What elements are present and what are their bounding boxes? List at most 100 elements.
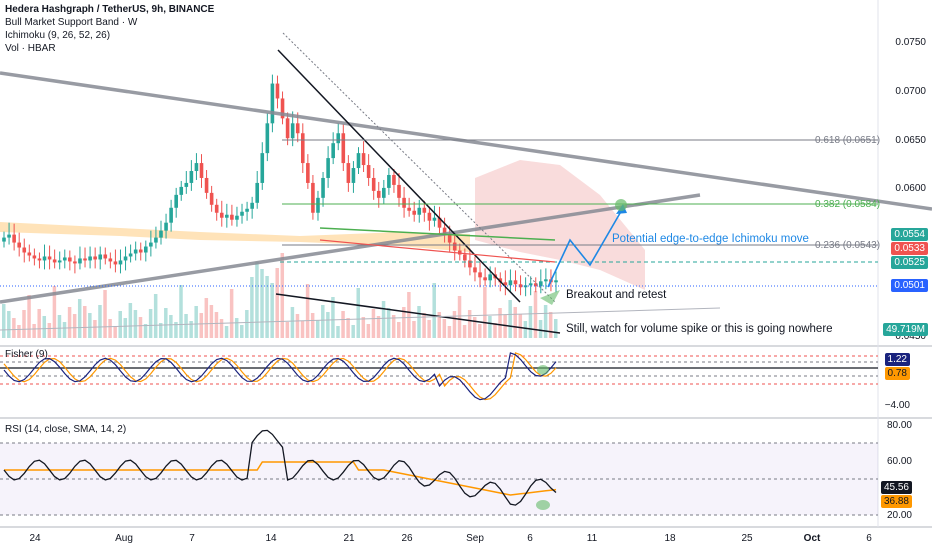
candle-body	[189, 171, 194, 183]
candle-body	[321, 177, 325, 198]
volume-bar	[442, 319, 447, 338]
x-tick: 11	[586, 533, 598, 544]
volume-bar	[179, 285, 183, 338]
candle-body	[346, 163, 351, 183]
candle-body	[392, 174, 396, 185]
candle-body	[108, 258, 113, 262]
volume-bar	[174, 322, 178, 338]
volume-bar	[402, 307, 406, 338]
price-tick: 0.0450	[895, 331, 926, 342]
fisher-cross-marker	[537, 365, 549, 375]
retest-marker	[540, 290, 560, 305]
candle-body	[336, 133, 341, 144]
candle-body	[280, 98, 285, 119]
volume-bar	[315, 320, 320, 338]
volume-bar	[300, 321, 305, 338]
note-ichimoku: Potential edge-to-edge Ichimoku move	[612, 233, 809, 245]
volume-bar	[234, 318, 239, 338]
legend-indicator-ichimoku[interactable]: Ichimoku (9, 26, 52, 26)	[5, 30, 111, 41]
volume-bar	[204, 298, 209, 338]
candle-body	[473, 267, 477, 273]
volume-bar	[240, 325, 244, 338]
candle-body	[57, 260, 62, 263]
x-tick: 25	[741, 533, 753, 544]
volume-bar	[265, 276, 269, 338]
volume-bar	[326, 312, 330, 338]
volume-bar	[407, 292, 411, 338]
candle-body	[397, 184, 401, 198]
volume-bar	[346, 318, 350, 338]
candle-body	[483, 277, 487, 281]
candle-body	[88, 256, 92, 261]
fisher-value-badge: 1.22	[884, 353, 910, 366]
volume-bar	[7, 311, 11, 338]
candle-body	[554, 280, 558, 283]
candle-body	[123, 256, 128, 261]
candle-body	[219, 212, 224, 218]
volume-bar	[229, 289, 234, 338]
volume-bar	[103, 290, 107, 338]
rsi-line	[3, 429, 557, 506]
candle-body	[209, 192, 214, 205]
volume-bar	[381, 301, 386, 338]
fisher-pane-label[interactable]: Fisher (9)	[5, 349, 48, 360]
rsi-tick-20: 20.00	[886, 510, 912, 521]
candle-body	[503, 282, 508, 286]
candle-body	[245, 208, 249, 212]
x-tick: 6	[866, 533, 872, 544]
volume-bar	[457, 296, 462, 338]
wedge-upper-line	[277, 49, 521, 303]
candle-body	[164, 222, 168, 231]
volume-bar	[12, 318, 16, 338]
volume-bar	[250, 277, 254, 338]
volume-bar	[483, 287, 487, 338]
candle-body	[93, 256, 97, 260]
volume-bar	[533, 291, 538, 338]
chart-legend: Hedera Hashgraph / TetherUS, 9h, BINANCE…	[5, 3, 214, 55]
legend-indicator-volume[interactable]: Vol · HBAR	[5, 43, 56, 54]
x-tick: 21	[343, 533, 355, 544]
volume-bar	[37, 309, 41, 338]
candle-body	[52, 259, 57, 263]
candle-body	[513, 280, 518, 285]
candle-body	[260, 153, 265, 183]
volume-bar	[437, 312, 442, 338]
candle-body	[214, 204, 219, 213]
volume-bar	[27, 295, 31, 338]
rsi-pane-label[interactable]: RSI (14, close, SMA, 14, 2)	[5, 424, 127, 435]
candle-body	[78, 258, 82, 264]
candle-body	[235, 215, 239, 220]
volume-bar	[153, 294, 158, 338]
candle-body	[199, 163, 204, 178]
x-tick: 7	[189, 533, 195, 544]
volume-bar	[336, 326, 340, 338]
volume-bar	[472, 317, 477, 338]
volume-bar	[83, 306, 87, 338]
volume-bar	[523, 321, 528, 338]
volume-bar	[488, 316, 492, 338]
volume-bar	[417, 306, 421, 338]
candle-body	[463, 254, 467, 261]
x-tick: Oct	[803, 533, 821, 544]
candle-body	[169, 207, 173, 223]
volume-bar	[72, 314, 77, 338]
volume-bar	[98, 305, 102, 338]
volume-trendline	[275, 293, 561, 334]
candle-body	[442, 227, 447, 235]
volume-bar	[133, 310, 138, 338]
volume-bar	[543, 305, 548, 338]
candle-body	[133, 249, 138, 254]
volume-bar	[493, 323, 497, 338]
volume-bar	[412, 321, 416, 338]
volume-bar	[47, 323, 52, 338]
volume-bar	[498, 308, 502, 338]
volume-bar	[138, 317, 143, 338]
volume-bar	[77, 299, 82, 338]
candle-body	[73, 261, 77, 264]
legend-indicator-bmsb[interactable]: Bull Market Support Band · W	[5, 17, 138, 28]
candle-body	[412, 210, 417, 215]
volume-bar	[538, 320, 543, 338]
volume-bar	[386, 308, 391, 338]
volume-bar	[376, 316, 381, 338]
